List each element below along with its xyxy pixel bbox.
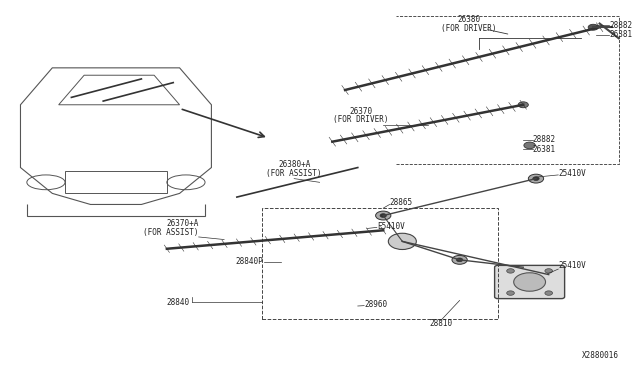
- Text: 28882: 28882: [609, 21, 632, 30]
- Text: 26370+A: 26370+A: [166, 219, 198, 228]
- Circle shape: [380, 214, 387, 217]
- Text: 26381: 26381: [532, 145, 556, 154]
- Circle shape: [545, 273, 552, 276]
- Circle shape: [395, 237, 410, 246]
- Text: (FOR DRIVER): (FOR DRIVER): [333, 115, 388, 124]
- Text: (FOR ASSIST): (FOR ASSIST): [266, 169, 322, 177]
- Circle shape: [507, 269, 515, 273]
- Text: (FOR ASSIST): (FOR ASSIST): [143, 228, 198, 237]
- Circle shape: [545, 269, 552, 273]
- Text: 28865: 28865: [390, 198, 413, 207]
- FancyBboxPatch shape: [495, 265, 564, 299]
- Circle shape: [452, 256, 467, 264]
- Circle shape: [532, 177, 539, 180]
- Text: (FOR DRIVER): (FOR DRIVER): [442, 24, 497, 33]
- Text: X2880016: X2880016: [582, 351, 619, 360]
- Circle shape: [376, 211, 391, 220]
- Circle shape: [541, 270, 556, 279]
- Text: 25410V: 25410V: [558, 261, 586, 270]
- Circle shape: [399, 240, 406, 243]
- Text: 25410V: 25410V: [558, 169, 586, 177]
- Text: E5410V: E5410V: [377, 222, 404, 231]
- Circle shape: [545, 291, 552, 295]
- Bar: [65, 171, 167, 193]
- Text: 28840: 28840: [167, 298, 190, 307]
- Text: 26381: 26381: [609, 30, 632, 39]
- Circle shape: [524, 142, 535, 149]
- Circle shape: [514, 273, 545, 291]
- Text: 26380: 26380: [458, 15, 481, 23]
- Text: 28840P: 28840P: [236, 257, 264, 266]
- Text: 28882: 28882: [532, 135, 556, 144]
- Text: 26380+A: 26380+A: [278, 160, 310, 169]
- Text: 28810: 28810: [429, 319, 452, 328]
- Text: 26370: 26370: [349, 107, 372, 116]
- Circle shape: [588, 24, 598, 30]
- Circle shape: [529, 174, 543, 183]
- Circle shape: [388, 233, 417, 250]
- Circle shape: [507, 291, 515, 295]
- Circle shape: [456, 258, 463, 262]
- Bar: [262, 208, 498, 319]
- Text: 28960: 28960: [364, 300, 387, 310]
- Circle shape: [518, 102, 529, 108]
